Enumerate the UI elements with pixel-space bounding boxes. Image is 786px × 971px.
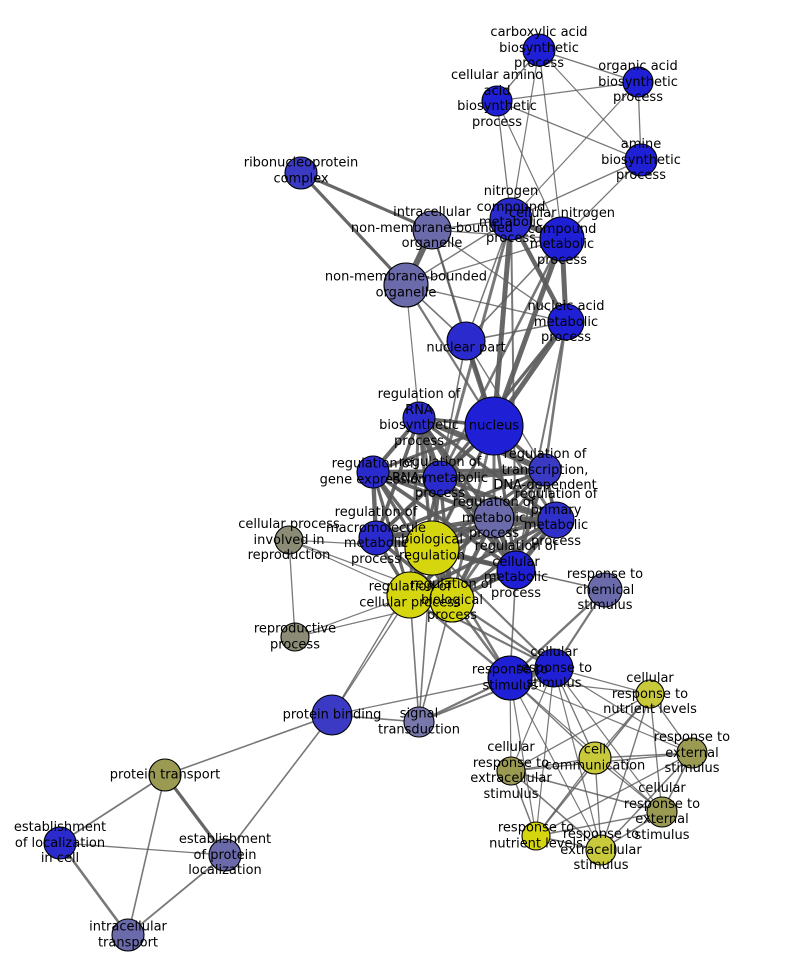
graph-node[interactable]: [208, 838, 242, 872]
graph-edge: [59, 774, 166, 844]
graph-node[interactable]: [402, 401, 436, 435]
graph-node[interactable]: [635, 679, 665, 709]
graph-node[interactable]: [356, 455, 390, 489]
graph-edge: [408, 518, 558, 597]
graph-edge: [331, 594, 411, 716]
graph-edge: [600, 752, 693, 851]
graph-edge: [371, 470, 558, 522]
graph-node[interactable]: [412, 210, 452, 250]
graph-edge: [600, 693, 651, 851]
graph-edge: [538, 49, 642, 161]
graph-node[interactable]: [403, 706, 435, 738]
graph-node[interactable]: [496, 550, 536, 590]
graph-node[interactable]: [534, 648, 574, 688]
graph-node[interactable]: [578, 741, 612, 775]
graph-node[interactable]: [585, 834, 617, 866]
graph-edge: [510, 770, 663, 813]
graph-node[interactable]: [404, 520, 460, 576]
graph-edge: [510, 159, 642, 220]
graph-edge: [535, 752, 693, 837]
graph-edge: [127, 774, 166, 936]
graph-node[interactable]: [311, 694, 353, 736]
graph-node[interactable]: [284, 156, 318, 190]
graph-node[interactable]: [547, 303, 585, 341]
graph-node[interactable]: [274, 525, 304, 555]
graph-node[interactable]: [111, 918, 145, 952]
edges-group: [58, 49, 693, 937]
graph-edge: [535, 811, 663, 837]
graph-edge: [465, 238, 563, 342]
graph-edge: [299, 171, 408, 287]
graph-node[interactable]: [464, 396, 524, 456]
graph-edge: [288, 539, 296, 638]
graph-node[interactable]: [422, 460, 458, 496]
graph-edge: [510, 770, 602, 851]
graph-edge: [405, 284, 567, 323]
graph-node[interactable]: [148, 758, 182, 792]
graph-node[interactable]: [489, 197, 533, 241]
graph-edge: [163, 773, 227, 857]
graph-edge: [538, 49, 563, 240]
graph-edge: [553, 667, 663, 813]
graph-node[interactable]: [624, 143, 658, 177]
graph-node[interactable]: [646, 796, 678, 828]
graph-edge: [331, 677, 511, 716]
graph-edge: [431, 229, 567, 323]
graph-node[interactable]: [539, 216, 585, 262]
graph-node[interactable]: [383, 262, 429, 308]
graph-edge: [127, 854, 226, 936]
graph-edge: [164, 714, 333, 776]
graph-node[interactable]: [358, 520, 394, 556]
graph-edge: [224, 714, 333, 856]
graph-edge: [553, 667, 602, 851]
graph-node[interactable]: [386, 571, 434, 619]
graph-edge: [509, 677, 693, 754]
graph-node[interactable]: [429, 577, 475, 623]
graph-edge: [418, 667, 555, 723]
graph-edge: [496, 100, 642, 161]
graph-edge: [371, 470, 496, 520]
graph-edge: [418, 547, 433, 723]
graph-node[interactable]: [622, 66, 654, 98]
nodes-group: [43, 33, 708, 952]
graph-node[interactable]: [521, 821, 551, 851]
graph-node[interactable]: [43, 826, 77, 860]
graph-edge: [405, 238, 563, 286]
graph-edge: [465, 218, 512, 342]
graph-node[interactable]: [487, 655, 533, 701]
graph-edge: [510, 81, 639, 220]
graph-edge: [58, 841, 130, 937]
graph-node[interactable]: [587, 572, 623, 608]
graph-edge: [553, 667, 693, 754]
graph-edge: [510, 49, 540, 220]
graph-edge: [649, 693, 663, 813]
graph-node[interactable]: [473, 497, 515, 539]
graph-edge: [430, 546, 556, 670]
graph-node[interactable]: [496, 756, 526, 786]
graph-edge: [417, 416, 518, 572]
graph-edge: [509, 677, 651, 695]
graph-node[interactable]: [481, 85, 513, 117]
graph-edge: [496, 100, 563, 240]
graph-edge: [299, 171, 434, 232]
graph-edge: [510, 693, 651, 772]
graph-edge: [509, 677, 537, 837]
graph-edge: [371, 468, 547, 474]
graph-edge: [59, 842, 226, 856]
graph-node[interactable]: [676, 737, 708, 769]
graph-edge: [373, 517, 559, 541]
graph-node[interactable]: [528, 453, 562, 487]
graph-edge: [543, 320, 568, 472]
graph-node[interactable]: [537, 501, 575, 539]
graph-node[interactable]: [280, 622, 310, 652]
graph-node[interactable]: [522, 33, 556, 67]
graph-node[interactable]: [446, 321, 486, 361]
graph-edge: [538, 49, 639, 83]
graph-edge: [496, 81, 639, 102]
